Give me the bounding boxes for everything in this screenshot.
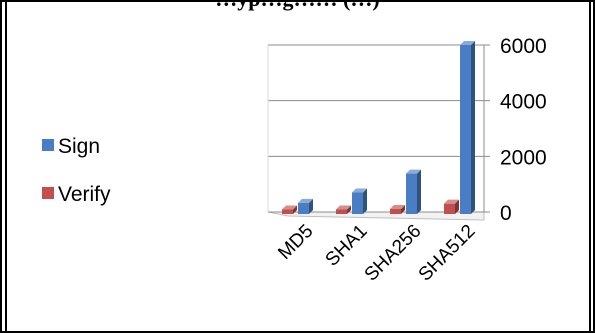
legend-swatch-verify — [42, 187, 54, 199]
right-border-outer — [593, 0, 595, 333]
top-border — [0, 0, 595, 2]
grid-layer — [267, 44, 485, 221]
y-tick-label: 0 — [500, 202, 512, 225]
y-axis: 0 2000 4000 6000 — [483, 35, 547, 225]
x-tick-label: SHA256 — [361, 221, 426, 286]
y-tick-label: 6000 — [500, 35, 547, 58]
bar-layer — [282, 41, 475, 214]
legend-swatch-sign — [42, 139, 54, 151]
bar-verify-md5 — [282, 205, 297, 214]
x-tick-label: MD5 — [274, 221, 317, 264]
legend-label-verify: Verify — [58, 183, 111, 206]
left-border-outer — [0, 0, 2, 333]
bar-sign-sha1 — [352, 188, 367, 214]
bar-sign-sha256 — [406, 169, 421, 214]
right-border-inner — [589, 0, 591, 333]
bottom-border — [0, 331, 595, 333]
y-tick-label: 2000 — [500, 146, 547, 169]
bar-verify-sha1 — [336, 205, 351, 214]
x-tick-label: SHA1 — [322, 221, 372, 271]
legend: Sign Verify — [42, 135, 111, 206]
legend-label-sign: Sign — [58, 135, 100, 158]
left-border-inner — [5, 0, 7, 333]
page-title: …yp…g…… (…) — [0, 0, 595, 12]
x-tick-label: SHA512 — [415, 221, 480, 286]
bar-verify-sha256 — [390, 204, 405, 214]
bar-sign-md5 — [298, 198, 313, 214]
bar-sign-sha512 — [460, 41, 475, 214]
y-tick-label: 4000 — [500, 91, 547, 114]
bar-verify-sha512 — [444, 199, 459, 214]
